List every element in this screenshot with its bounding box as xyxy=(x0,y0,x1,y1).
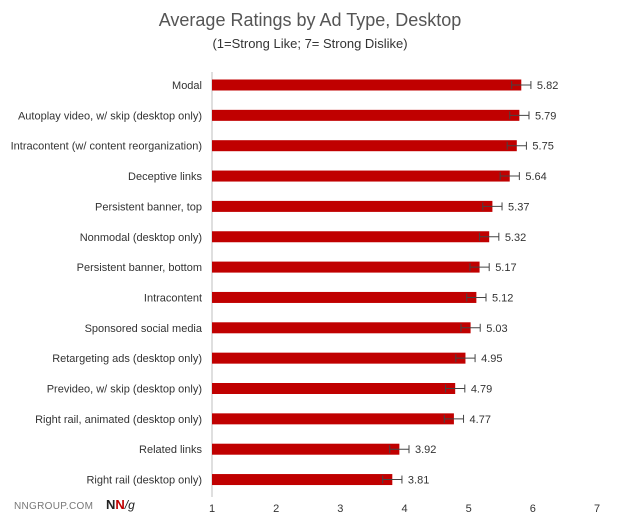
logo-n1: N xyxy=(106,497,116,512)
category-label: Sponsored social media xyxy=(85,323,203,335)
data-label: 5.82 xyxy=(537,80,558,92)
category-label: Right rail (desktop only) xyxy=(86,475,202,487)
bar xyxy=(212,170,510,182)
bar xyxy=(212,352,466,364)
data-label: 5.17 xyxy=(495,262,516,274)
data-label: 4.77 xyxy=(470,414,491,426)
nng-logo: NN/g xyxy=(106,497,135,512)
category-label: Persistent banner, top xyxy=(95,201,202,213)
category-label: Intracontent xyxy=(144,292,202,304)
bar xyxy=(212,109,520,121)
data-label: 3.92 xyxy=(415,444,436,456)
category-label: Right rail, animated (desktop only) xyxy=(35,414,202,426)
category-label: Persistent banner, bottom xyxy=(77,262,202,274)
logo-g: /g xyxy=(124,498,135,512)
bar xyxy=(212,261,480,273)
bar xyxy=(212,200,493,212)
bar xyxy=(212,413,454,425)
data-label: 5.64 xyxy=(525,171,546,183)
category-label: Prevideo, w/ skip (desktop only) xyxy=(47,384,202,396)
x-tick-label: 1 xyxy=(209,503,215,515)
category-label: Related links xyxy=(139,444,202,456)
data-label: 5.12 xyxy=(492,292,513,304)
data-label: 5.03 xyxy=(486,323,507,335)
chart-title: Average Ratings by Ad Type, Desktop xyxy=(158,10,462,30)
bar xyxy=(212,474,393,486)
data-label: 5.32 xyxy=(505,232,526,244)
data-label: 5.79 xyxy=(535,110,556,122)
x-tick-label: 3 xyxy=(337,503,343,515)
category-label: Modal xyxy=(172,80,202,92)
bar xyxy=(212,231,490,243)
x-tick-label: 6 xyxy=(530,503,536,515)
chart-subtitle: (1=Strong Like; 7= Strong Dislike) xyxy=(212,36,408,51)
category-label: Intracontent (w/ content reorganization) xyxy=(11,141,202,153)
bar xyxy=(212,443,400,455)
category-label: Retargeting ads (desktop only) xyxy=(52,353,202,365)
category-label: Autoplay video, w/ skip (desktop only) xyxy=(18,110,202,122)
x-tick-label: 2 xyxy=(273,503,279,515)
category-label: Deceptive links xyxy=(128,171,202,183)
x-tick-label: 4 xyxy=(401,503,407,515)
bar xyxy=(212,322,471,334)
data-label: 5.37 xyxy=(508,201,529,213)
logo-n2: N xyxy=(115,497,125,512)
source-text: NNGROUP.COM xyxy=(14,501,94,512)
category-label: Nonmodal (desktop only) xyxy=(80,232,202,244)
data-label: 5.75 xyxy=(532,141,553,153)
bar xyxy=(212,79,522,91)
bar xyxy=(212,140,517,152)
x-tick-label: 7 xyxy=(594,503,600,515)
data-label: 4.95 xyxy=(481,353,502,365)
data-label: 4.79 xyxy=(471,384,492,396)
x-tick-label: 5 xyxy=(466,503,472,515)
bar xyxy=(212,383,456,394)
data-label: 3.81 xyxy=(408,475,429,487)
bar xyxy=(212,291,477,303)
